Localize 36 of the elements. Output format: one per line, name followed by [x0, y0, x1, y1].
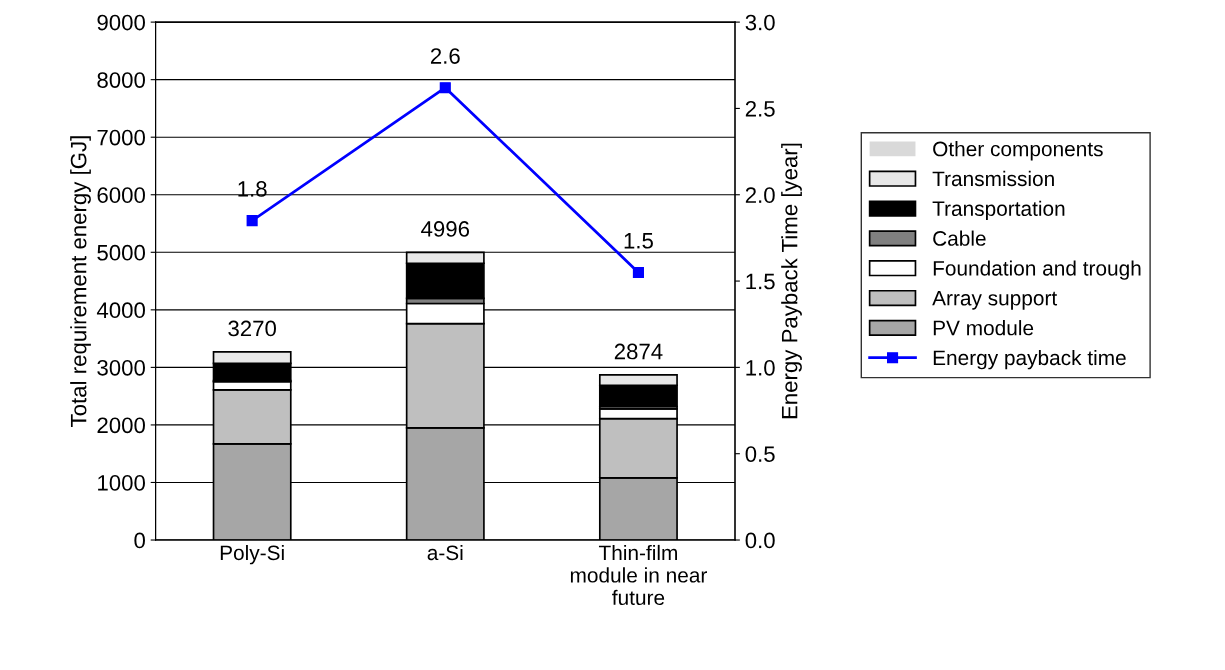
y-tick-label: 2000	[97, 417, 145, 434]
y-tick-label: 1000	[98, 475, 145, 491]
x-tick-label: Thin-film module in near future	[570, 544, 707, 606]
total-label: 2874	[614, 343, 663, 360]
y-tick-label: 4000	[96, 302, 145, 319]
x-tick-label: Poly-Si	[220, 544, 284, 565]
y2-tick-label: 3.0	[745, 14, 775, 31]
legend-label: Transportation	[932, 200, 1065, 221]
legend-label: Transmission	[932, 170, 1054, 187]
legend-label: Foundation and trough	[933, 260, 1141, 280]
y-tick-label: 5000	[97, 244, 145, 261]
legend-label: Other components	[933, 141, 1103, 161]
y2-tick-label: 2.0	[745, 187, 775, 204]
y-tick-label: 6000	[97, 187, 145, 204]
data-label: 1.5	[624, 233, 653, 249]
y2-tick-label: 1.0	[746, 359, 775, 376]
y2-tick-label: 1.5	[746, 273, 775, 290]
y-tick-label: 8000	[97, 72, 145, 88]
y2-tick-label: 2.5	[745, 100, 775, 117]
x-tick-label: a-Si	[427, 544, 463, 561]
y-tick-label: 3000	[97, 359, 145, 376]
data-label: 1.8	[238, 181, 267, 197]
legend-label: Energy payback time	[933, 349, 1126, 370]
y2-tick-label: 0.0	[745, 532, 775, 549]
y-axis-title: Total requirement energy [GJ]	[70, 136, 91, 427]
y2-axis-title: Energy Payback Time [year]	[781, 143, 802, 419]
y-tick-label: 9000	[97, 14, 145, 31]
data-label: 2.6	[430, 48, 460, 64]
legend-label: PV module	[933, 320, 1034, 336]
total-label: 4996	[421, 221, 470, 237]
y-tick-label: 7000	[97, 129, 145, 146]
y-tick-label: 0	[134, 532, 145, 549]
legend-label: Array support	[932, 290, 1058, 310]
total-label: 3270	[228, 320, 276, 337]
y2-tick-label: 0.5	[745, 446, 775, 462]
legend-label: Cable	[933, 230, 986, 246]
